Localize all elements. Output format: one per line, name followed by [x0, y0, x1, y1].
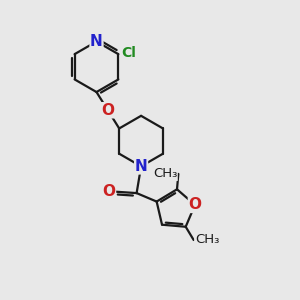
Text: O: O	[188, 197, 202, 212]
Text: N: N	[90, 34, 103, 49]
Text: O: O	[103, 184, 116, 199]
Text: Cl: Cl	[121, 46, 136, 60]
Text: O: O	[101, 103, 114, 118]
Text: N: N	[135, 159, 148, 174]
Text: CH₃: CH₃	[153, 167, 177, 180]
Text: CH₃: CH₃	[195, 233, 219, 247]
